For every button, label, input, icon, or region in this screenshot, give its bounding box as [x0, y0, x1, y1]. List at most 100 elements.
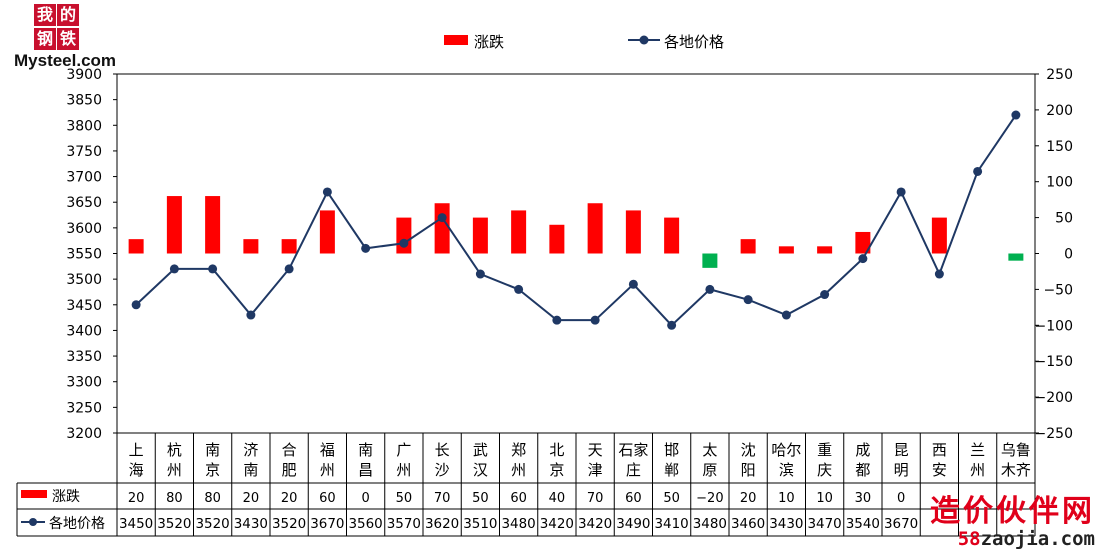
price-point [475, 269, 485, 279]
table-cell: 80 [166, 491, 183, 506]
bar [740, 239, 756, 254]
table-bar-swatch [21, 490, 47, 498]
table-cell: 0 [361, 491, 369, 506]
right-tick-label: 100 [1046, 175, 1073, 191]
watermark-cn: 造价伙伴网 [930, 494, 1095, 529]
category-label: 沙 [435, 461, 450, 479]
table-cell: 3520 [157, 517, 191, 532]
table-cell: 3410 [655, 517, 689, 532]
logo-char: 钢 [34, 28, 56, 50]
price-point [858, 254, 868, 264]
watermark-en: 58zaojia.com [930, 529, 1095, 549]
category-label: 成 [855, 441, 870, 459]
bar [128, 239, 144, 254]
price-point [1011, 110, 1021, 120]
category-label: 安 [932, 461, 947, 479]
category-label: 海 [129, 461, 144, 479]
price-point [973, 166, 983, 176]
bar [511, 210, 527, 254]
left-tick-label: 3250 [66, 400, 102, 416]
category-label: 京 [205, 461, 220, 479]
price-point [743, 295, 753, 305]
table-cell: 60 [319, 491, 336, 506]
right-tick-label: −50 [1043, 282, 1073, 298]
table-cell: −20 [696, 491, 723, 506]
table-cell: 3460 [731, 517, 765, 532]
table-cell: 3510 [463, 517, 497, 532]
table-cell: 50 [472, 491, 489, 506]
bar [625, 210, 641, 254]
category-label: 长 [435, 441, 450, 459]
left-tick-label: 3350 [66, 349, 102, 365]
category-label: 木齐 [1001, 461, 1031, 479]
category-label: 哈尔 [771, 441, 801, 459]
category-label: 明 [894, 461, 909, 479]
left-tick-label: 3300 [66, 375, 102, 391]
category-label: 济 [243, 441, 258, 459]
price-point [820, 290, 830, 300]
price-point [590, 315, 600, 325]
left-tick-label: 3500 [66, 272, 102, 288]
table-cell: 0 [897, 491, 905, 506]
bar [472, 217, 488, 254]
category-label: 太 [702, 441, 717, 459]
category-label: 郑 [511, 441, 526, 459]
table-cell: 3480 [693, 517, 727, 532]
table-cell: 3480 [502, 517, 536, 532]
mysteel-logo: 我的 钢铁 Mysteel.com [14, 4, 144, 70]
bar [587, 203, 603, 254]
right-tick-label: −250 [1035, 426, 1073, 442]
left-tick-label: 3650 [66, 195, 102, 211]
right-tick-label: 50 [1055, 211, 1073, 227]
left-tick-label: 3200 [66, 426, 102, 442]
category-label: 武 [473, 441, 488, 459]
category-label: 昌 [358, 461, 373, 479]
left-tick-label: 3700 [66, 170, 102, 186]
price-line [135, 114, 1017, 327]
category-label: 石家 [618, 441, 648, 459]
legend-line-label: 各地价格 [664, 33, 724, 51]
category-label: 邯 [664, 441, 679, 459]
bar [319, 210, 335, 254]
price-point [514, 284, 524, 294]
legend-line-marker [639, 35, 649, 45]
category-label: 州 [167, 461, 182, 479]
category-label: 上 [129, 441, 144, 459]
bar [817, 246, 833, 254]
category-label: 合 [282, 441, 297, 459]
category-label: 杭 [167, 441, 182, 459]
table-line-marker [29, 518, 37, 526]
right-tick-label: 150 [1046, 139, 1073, 155]
category-label: 阳 [741, 461, 756, 479]
bar [243, 239, 259, 254]
category-label: 汉 [473, 461, 488, 479]
category-label: 西 [932, 441, 947, 459]
bar [396, 217, 412, 254]
table-row-label: 各地价格 [49, 516, 105, 532]
table-cell: 3520 [272, 517, 306, 532]
table-cell: 3420 [540, 517, 574, 532]
watermark-prefix: 58 [957, 528, 981, 550]
category-label: 庆 [817, 461, 832, 479]
category-label: 庄 [626, 461, 641, 479]
table-cell: 10 [778, 491, 795, 506]
table-cell: 3670 [884, 517, 918, 532]
category-label: 州 [511, 461, 526, 479]
right-tick-label: −150 [1035, 354, 1073, 370]
price-point [437, 213, 447, 223]
category-label: 都 [855, 461, 870, 479]
price-point [246, 310, 256, 320]
category-label: 重 [817, 441, 832, 459]
bar [205, 196, 221, 254]
left-tick-label: 3850 [66, 93, 102, 109]
price-point [169, 264, 179, 274]
watermark: 造价伙伴网 58zaojia.com [930, 494, 1095, 550]
bar [702, 253, 718, 268]
bar [1008, 253, 1024, 261]
table-cell: 20 [243, 491, 260, 506]
left-tick-label: 3900 [66, 67, 102, 83]
logo-char: 铁 [57, 28, 79, 50]
category-label: 广 [396, 441, 411, 459]
bar [434, 203, 450, 254]
table-cell: 60 [625, 491, 642, 506]
